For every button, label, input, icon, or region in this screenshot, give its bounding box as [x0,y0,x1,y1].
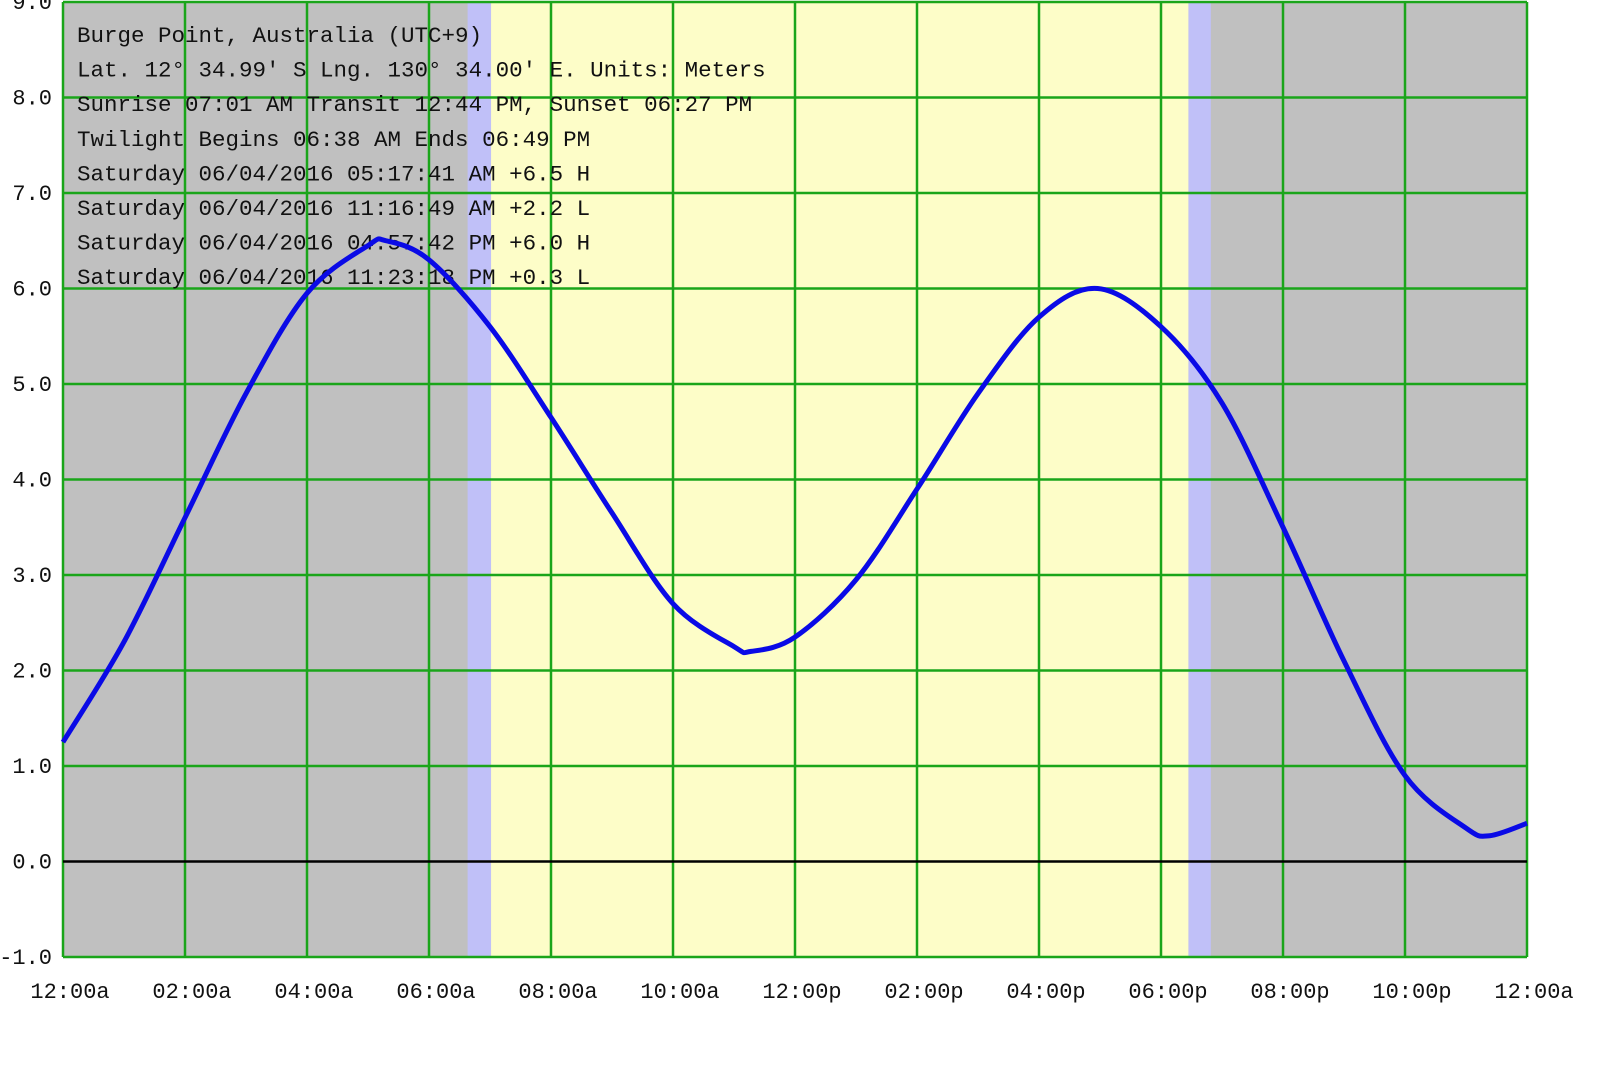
info-line: Sunrise 07:01 AM Transit 12:44 PM, Sunse… [77,92,752,118]
tide-curve-layer [60,236,1528,839]
x-tick-label: 10:00p [1372,980,1451,1005]
x-tick-label: 12:00a [30,980,109,1005]
x-tick-label: 08:00p [1250,980,1329,1005]
y-tick-label: 3.0 [12,564,52,589]
y-tick-label: 6.0 [12,278,52,303]
x-tick-label: 06:00a [396,980,475,1005]
x-tick-label: 10:00a [640,980,719,1005]
y-tick-label: 8.0 [12,87,52,112]
info-line: Twilight Begins 06:38 AM Ends 06:49 PM [77,127,590,153]
y-tick-label: 1.0 [12,755,52,780]
info-line: Lat. 12° 34.99' S Lng. 130° 34.00' E. Un… [77,58,766,84]
y-tick-label: -1.0 [0,946,52,971]
x-tick-label: 02:00p [884,980,963,1005]
x-tick-label: 02:00a [152,980,231,1005]
x-tick-label: 08:00a [518,980,597,1005]
info-line: Burge Point, Australia (UTC+9) [77,23,482,49]
x-tick-label: 06:00p [1128,980,1207,1005]
y-tick-label: 9.0 [12,0,52,16]
info-line: Saturday 06/04/2016 04:57:42 PM +6.0 H [77,231,590,257]
y-tick-label: 5.0 [12,373,52,398]
grid [61,0,1529,959]
x-tick-label: 04:00a [274,980,353,1005]
y-tick-label: 0.0 [12,851,52,876]
info-text: Burge Point, Australia (UTC+9) Lat. 12° 3… [77,23,766,291]
x-tick-label: 04:00p [1006,980,1085,1005]
y-tick-label: 2.0 [12,660,52,685]
info-line: Saturday 06/04/2016 05:17:41 AM +6.5 H [77,161,590,187]
x-axis-ticks: 12:00a 02:00a 04:00a 06:00a 08:00a 10:00a 12:0… [30,980,1573,1005]
info-line: Saturday 06/04/2016 11:16:49 AM +2.2 L [77,196,590,222]
y-tick-label: 7.0 [12,182,52,207]
tide-height-line [60,236,1528,839]
y-tick-label: 4.0 [12,469,52,494]
y-axis-ticks: 9.0 8.0 7.0 6.0 5.0 4.0 3.0 2.0 1.0 0.0 -1.0 [0,0,52,971]
x-tick-label: 12:00p [762,980,841,1005]
x-tick-label: 12:00a [1494,980,1573,1005]
